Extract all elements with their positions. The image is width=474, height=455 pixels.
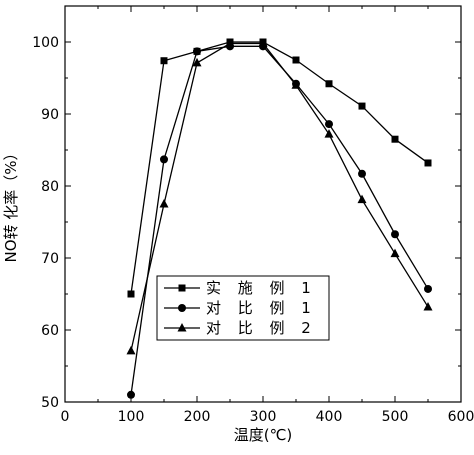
data-point — [325, 80, 333, 88]
x-tick-label: 100 — [118, 409, 145, 425]
series-2 — [127, 42, 432, 399]
data-point — [358, 169, 366, 178]
data-point — [160, 57, 168, 65]
data-point — [192, 57, 202, 67]
y-tick-label: 70 — [41, 251, 59, 267]
legend-label: 对 比 例 2 — [206, 319, 317, 337]
data-point — [127, 290, 135, 298]
y-tick-label: 90 — [41, 107, 59, 123]
series-line — [130, 45, 429, 395]
x-tick-label: 0 — [61, 409, 70, 425]
data-point — [159, 199, 169, 208]
data-point — [390, 248, 400, 258]
data-point — [324, 129, 334, 138]
legend-entry: 对 比 例 1 — [164, 299, 317, 317]
legend-marker — [177, 323, 187, 332]
y-tick-label: 100 — [32, 35, 59, 51]
legend-marker — [178, 304, 186, 312]
x-tick-label: 300 — [250, 409, 277, 425]
data-point — [358, 102, 366, 110]
y-tick-label: 60 — [41, 323, 59, 339]
x-tick-label: 200 — [184, 409, 211, 425]
x-axis-label: 温度(℃) — [234, 426, 293, 444]
data-point — [258, 38, 268, 47]
y-axis-label: NO转 化率（%） — [2, 145, 20, 262]
series-3 — [126, 38, 433, 355]
legend-label: 对 比 例 1 — [206, 299, 317, 317]
legend: 实 施 例 1 对 比 例 1 对 比 例 2 — [156, 275, 330, 341]
legend-entry: 实 施 例 1 — [164, 279, 317, 297]
data-point — [291, 80, 301, 89]
data-point — [391, 230, 399, 239]
data-point — [193, 47, 201, 56]
series-line — [130, 42, 429, 352]
data-point — [325, 120, 333, 129]
y-tick-label: 50 — [41, 395, 59, 411]
axis-ticks: 0 100 200 300 400 500 600 50 60 70 80 90 100 — [32, 6, 474, 425]
x-tick-label: 600 — [448, 409, 474, 425]
x-tick-label: 400 — [316, 409, 343, 425]
data-point — [225, 38, 235, 47]
data-point — [424, 159, 432, 167]
data-point — [391, 135, 399, 143]
data-point — [357, 194, 367, 204]
data-point — [423, 301, 433, 311]
legend-entry: 对 比 例 2 — [164, 319, 317, 337]
data-point — [292, 56, 300, 64]
series-1 — [127, 38, 432, 298]
legend-label: 实 施 例 1 — [206, 279, 317, 297]
x-tick-label: 500 — [382, 409, 409, 425]
data-point — [424, 284, 432, 293]
data-point — [126, 345, 136, 355]
legend-marker — [178, 284, 186, 292]
plot-frame — [64, 5, 462, 403]
y-tick-label: 80 — [41, 179, 59, 195]
series-layer — [126, 38, 433, 399]
data-point — [160, 155, 168, 164]
series-line — [130, 41, 429, 295]
data-point — [127, 390, 135, 399]
